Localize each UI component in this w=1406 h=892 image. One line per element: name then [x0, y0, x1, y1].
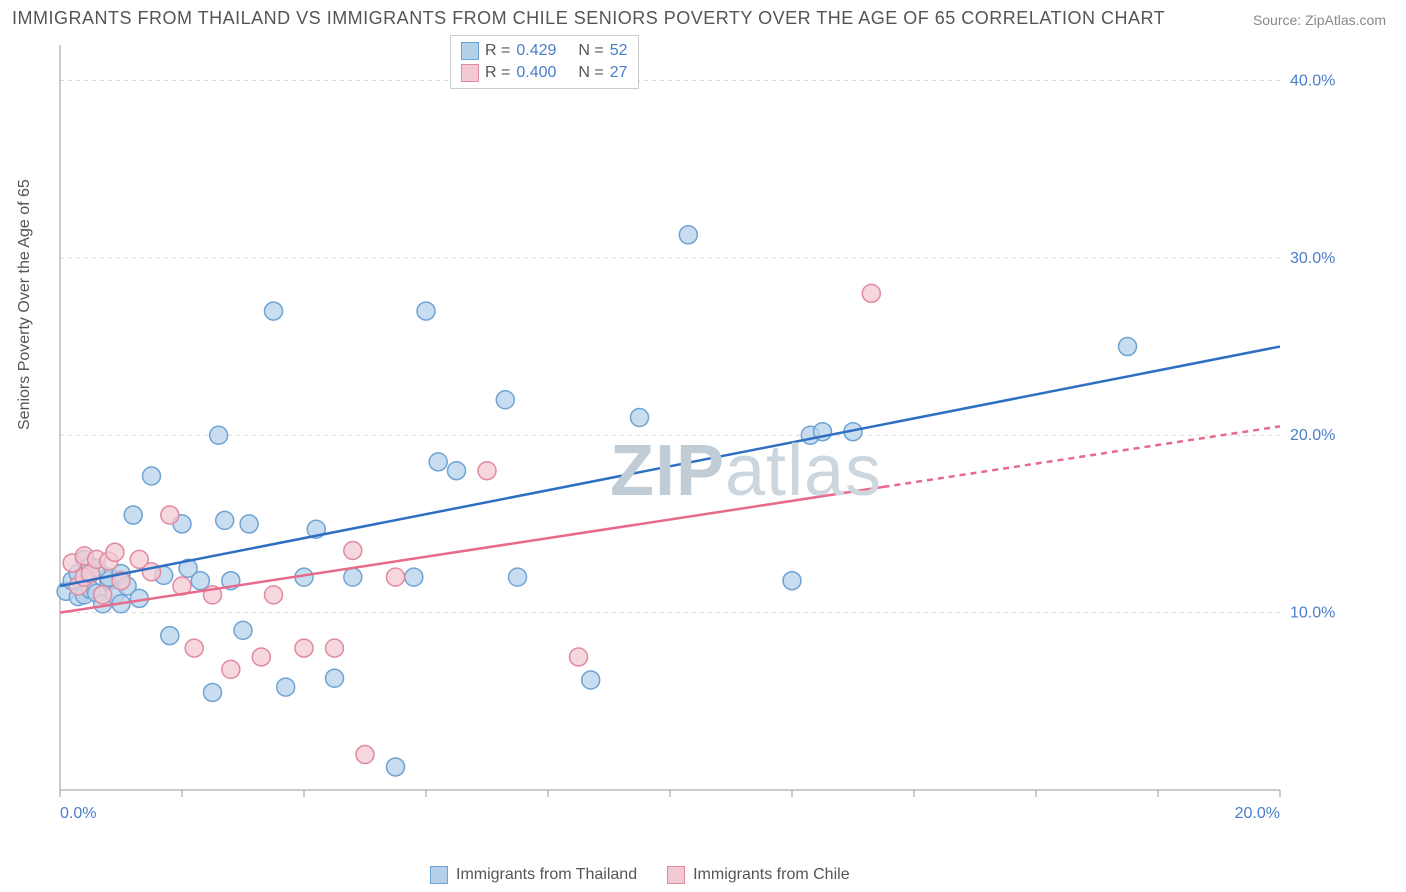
- r-label: R =: [485, 42, 510, 60]
- scatter-plot-svg: 10.0% 20.0% 30.0% 40.0% 0.0% 20.0%: [50, 40, 1340, 830]
- n-value-0: 52: [610, 42, 628, 60]
- legend-swatch-chile: [461, 64, 479, 82]
- n-label: N =: [578, 64, 603, 82]
- chart-title: IMMIGRANTS FROM THAILAND VS IMMIGRANTS F…: [12, 8, 1165, 29]
- svg-text:10.0%: 10.0%: [1290, 605, 1335, 622]
- legend-label-chile: Immigrants from Chile: [693, 866, 849, 884]
- source-attribution: Source: ZipAtlas.com: [1253, 12, 1386, 28]
- legend-item-thailand: Immigrants from Thailand: [430, 866, 637, 884]
- svg-text:0.0%: 0.0%: [60, 805, 96, 822]
- n-label: N =: [578, 42, 603, 60]
- legend-swatch-thailand: [430, 866, 448, 884]
- legend-swatch-chile: [667, 866, 685, 884]
- legend-series-box: Immigrants from Thailand Immigrants from…: [430, 866, 850, 884]
- n-value-1: 27: [610, 64, 628, 82]
- r-label: R =: [485, 64, 510, 82]
- svg-text:40.0%: 40.0%: [1290, 72, 1335, 89]
- r-value-0: 0.429: [516, 42, 556, 60]
- legend-swatch-thailand: [461, 42, 479, 60]
- legend-stats-row-0: R = 0.429 N = 52: [461, 40, 628, 62]
- svg-text:20.0%: 20.0%: [1290, 427, 1335, 444]
- svg-text:30.0%: 30.0%: [1290, 250, 1335, 267]
- chart-area: 10.0%20.0%30.0%40.0%0.0%20.0% ZIPatlas: [50, 40, 1340, 830]
- legend-label-thailand: Immigrants from Thailand: [456, 866, 637, 884]
- svg-text:20.0%: 20.0%: [1235, 805, 1280, 822]
- r-value-1: 0.400: [516, 64, 556, 82]
- legend-stats-box: R = 0.429 N = 52 R = 0.400 N = 27: [450, 35, 639, 89]
- legend-stats-row-1: R = 0.400 N = 27: [461, 62, 628, 84]
- y-axis-label: Seniors Poverty Over the Age of 65: [16, 179, 34, 430]
- legend-item-chile: Immigrants from Chile: [667, 866, 849, 884]
